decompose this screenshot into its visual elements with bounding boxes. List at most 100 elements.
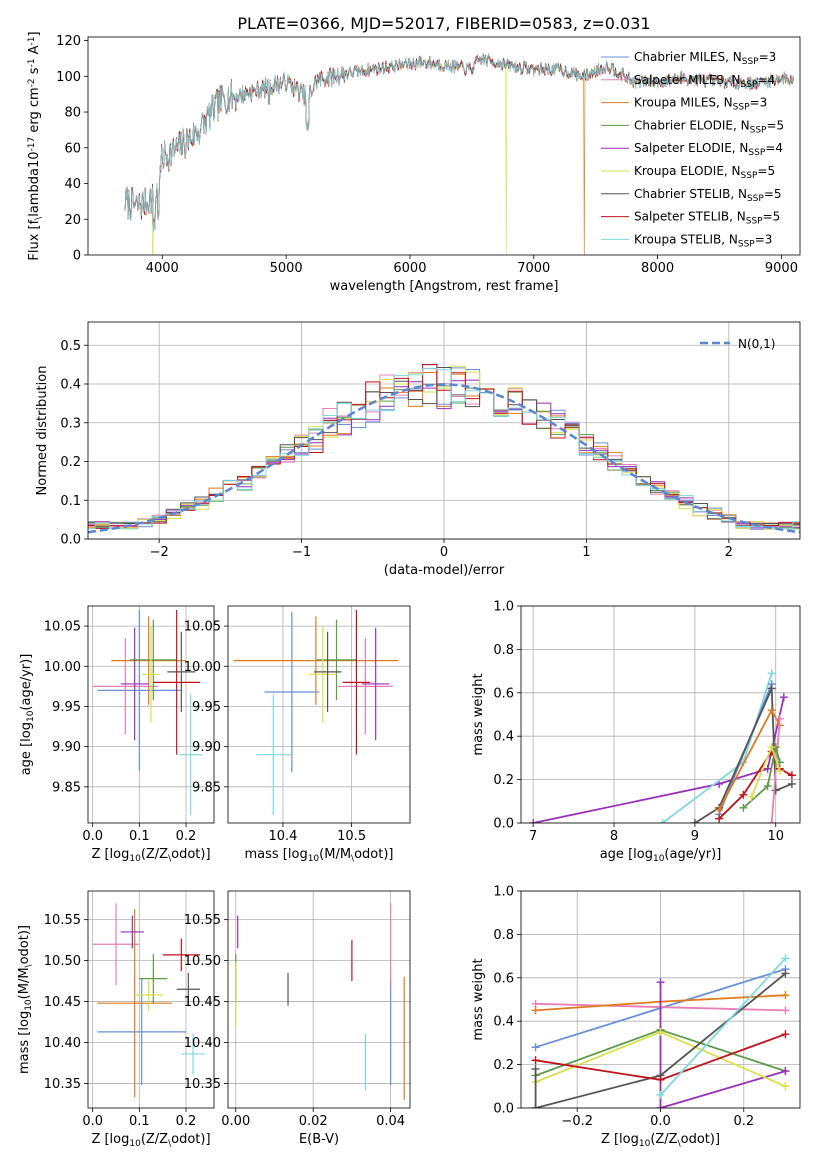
- weight-marker-chabrier-stelib: [787, 779, 796, 788]
- weight-marker-kroupa-elodie: [656, 1028, 665, 1037]
- y-tick-label: 10.40: [44, 1036, 81, 1051]
- residual-legend: N(0,1): [700, 337, 775, 351]
- legend-label: N(0,1): [738, 337, 775, 351]
- y-axis-label: mass weight: [471, 673, 486, 755]
- legend-label: Kroupa ELODIE, NSSP=5: [634, 164, 775, 181]
- weight-line-salpeter-elodie: [659, 982, 786, 1108]
- legend-label: Chabrier ELODIE, NSSP=5: [634, 118, 784, 135]
- y-tick-label: 10.00: [44, 660, 81, 675]
- x-axis-label: E(B-V): [299, 1132, 339, 1147]
- histogram-chabrier-stelib: [88, 367, 800, 527]
- x-tick-label: 0.00: [221, 1114, 250, 1129]
- weight-marker-salpeter-elodie: [656, 978, 665, 987]
- x-tick-label: 9: [691, 829, 699, 844]
- y-tick-label: 80: [64, 106, 81, 121]
- y-tick-label: 0.5: [60, 339, 81, 354]
- x-tick-label: 10.4: [268, 829, 297, 844]
- x-axis-label: Z [log10(Z/Z\odot)]: [601, 1132, 720, 1149]
- weight-marker-salpeter-elodie: [763, 764, 772, 773]
- axes-frame: [520, 605, 801, 824]
- y-tick-label: 10.05: [184, 620, 221, 635]
- legend-label: Chabrier STELIB, NSSP=5: [634, 187, 782, 204]
- x-tick-label: 0.04: [376, 1114, 405, 1129]
- x-axis-label: Z [log10(Z/Z\odot)]: [91, 847, 210, 864]
- x-tick-label: 0.2: [176, 1114, 197, 1129]
- x-tick-label: 8: [610, 829, 618, 844]
- normal-curve: [88, 383, 800, 534]
- y-tick-label: 0.8: [493, 643, 514, 658]
- axes-decor-weight_vs_age: 7 8 9 10 0.0 0.2 0.4 0.6 0.8 1.0 age [log10(age/yr…: [471, 600, 801, 864]
- y-tick-label: 0.0: [493, 1102, 514, 1117]
- axes-frame: [227, 890, 411, 1109]
- weight-marker-salpeter-miles: [775, 714, 784, 723]
- x-tick-label: 0.2: [733, 1114, 754, 1129]
- axes-decor-mass_vs_EBV: 0.00 0.02 0.04 10.35 10.40 10.45 10.50 10.55 E(B…: [184, 890, 411, 1147]
- y-tick-label: 10.05: [44, 620, 81, 635]
- weight-marker-chabrier-stelib: [531, 1064, 540, 1073]
- weight-marker-chabrier-elodie: [739, 803, 748, 812]
- y-tick-label: 100: [56, 70, 81, 85]
- legend-label: Chabrier MILES, NSSP=3: [634, 50, 776, 67]
- y-tick-label: 10.55: [44, 913, 81, 928]
- y-tick-label: 60: [64, 141, 81, 156]
- x-tick-label: 0.0: [82, 1114, 103, 1129]
- weight-line-kroupa-miles: [718, 708, 781, 811]
- axes-decor-mass_vs_Z: 0.0 0.1 0.2 10.35 10.40 10.45 10.50 10.55 Z [log…: [17, 890, 215, 1149]
- x-tick-label: 5000: [270, 261, 303, 276]
- y-tick-label: 9.85: [52, 780, 81, 795]
- weight-marker-salpeter-stelib: [781, 1030, 790, 1039]
- weight-line-salpeter-elodie: [532, 696, 785, 823]
- y-axis-label: age [log10(age/yr)]: [19, 654, 36, 776]
- weight-marker-salpeter-miles: [781, 1006, 790, 1015]
- axes-decor-spectrum: 4000 5000 6000 7000 8000 9000 0 20 40 60 80 100 120 w…: [27, 31, 801, 294]
- weight-marker-salpeter-elodie: [779, 693, 788, 702]
- weight-marker-kroupa-miles: [531, 1006, 540, 1015]
- weight-marker-kroupa-miles: [767, 706, 776, 715]
- y-tick-label: 10.45: [184, 995, 221, 1010]
- weight-marker-kroupa-miles: [715, 805, 724, 814]
- x-tick-label: 10: [767, 829, 784, 844]
- y-tick-label: 0.0: [60, 533, 81, 548]
- x-tick-label: 8000: [641, 261, 674, 276]
- y-tick-label: 0.2: [493, 1058, 514, 1073]
- y-tick-label: 9.85: [192, 780, 221, 795]
- x-tick-label: 7: [529, 829, 537, 844]
- y-tick-label: 0.6: [493, 686, 514, 701]
- y-tick-label: 0.8: [493, 928, 514, 943]
- x-tick-label: −0.2: [561, 1114, 593, 1129]
- y-tick-label: 10.00: [184, 660, 221, 675]
- x-axis-label: age [log10(age/yr)]: [600, 847, 722, 864]
- y-tick-label: 10.40: [184, 1036, 221, 1051]
- y-tick-label: 0.4: [493, 730, 514, 745]
- axes-decor-weight_vs_Z: −0.2 0.0 0.2 0.0 0.2 0.4 0.6 0.8 1.0 Z [log10(Z/Z…: [471, 885, 801, 1149]
- weight-line-salpeter-miles: [770, 718, 781, 823]
- x-tick-label: 9000: [765, 261, 798, 276]
- weight-marker-salpeter-miles: [767, 819, 776, 823]
- y-axis-label: Flux [f\lambda10-17 erg cm-2 s-1 A-1]: [27, 31, 44, 260]
- figure-title: PLATE=0366, MJD=52017, FIBERID=0583, z=0…: [237, 14, 650, 33]
- y-tick-label: 0.0: [493, 817, 514, 832]
- plot-area-residuals: [88, 364, 800, 534]
- x-tick-label: 0.2: [176, 829, 197, 844]
- histogram-kroupa-elodie: [88, 365, 800, 530]
- legend-label: Kroupa STELIB, NSSP=3: [634, 232, 772, 249]
- weight-marker-chabrier-miles: [531, 1043, 540, 1052]
- plot-area-mass_vs_Z: [92, 903, 205, 1098]
- axes-decor-age_vs_Z: 0.0 0.1 0.2 9.85 9.90 9.95 10.00 10.05 Z [log10(…: [19, 605, 215, 864]
- weight-marker-kroupa-elodie: [775, 766, 784, 775]
- x-axis-label: mass [log10(M/M\odot)]: [245, 847, 394, 864]
- legend-label: Kroupa MILES, NSSP=3: [634, 96, 767, 113]
- x-tick-label: 6000: [393, 261, 426, 276]
- plot-area-age_vs_Z: [92, 610, 203, 815]
- x-tick-label: 10.5: [337, 829, 366, 844]
- weight-marker-chabrier-stelib: [690, 819, 699, 823]
- axes-mass_vs_EBV: [228, 891, 410, 1108]
- x-axis-label: wavelength [Angstrom, rest frame]: [330, 279, 559, 294]
- weight-line-kroupa-stelib: [659, 957, 787, 1096]
- weight-line-chabrier-elodie: [742, 746, 781, 809]
- weight-line-chabrier-stelib: [534, 972, 786, 1108]
- y-tick-label: 0.4: [60, 378, 81, 393]
- axes-decor-residuals: −2 −1 0 1 2 0.0 0.1 0.2 0.3 0.4 0.5 (data-model)/er…: [35, 321, 801, 578]
- weight-marker-kroupa-stelib: [781, 954, 790, 963]
- weight-marker-kroupa-stelib: [658, 819, 667, 823]
